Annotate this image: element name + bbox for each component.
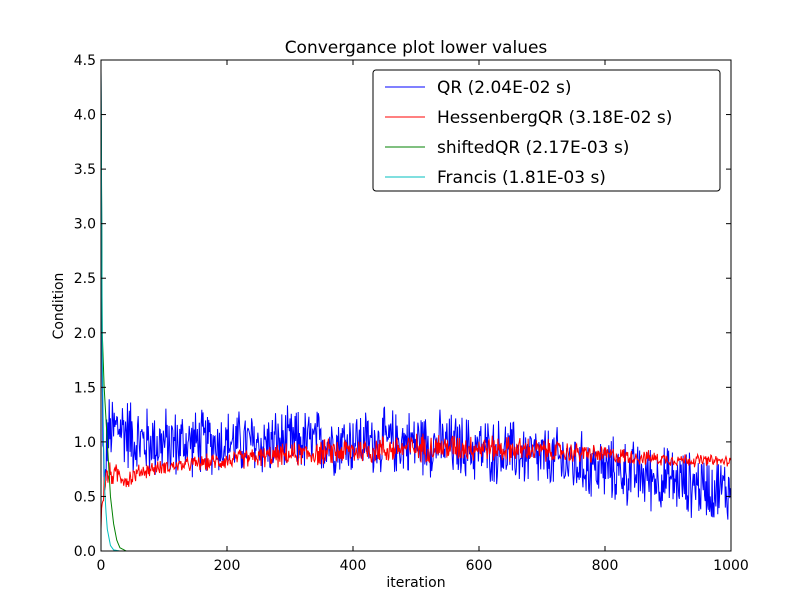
series-layer: [101, 70, 731, 551]
legend-label: QR (2.04E-02 s): [437, 78, 571, 98]
y-tick-label: 4.5: [74, 53, 96, 69]
legend-label: Francis (1.81E-03 s): [437, 168, 606, 188]
x-tick-label: 600: [466, 558, 493, 574]
legend: QR (2.04E-02 s) HessenbergQR (3.18E-02 s)…: [372, 69, 721, 192]
y-tick-label: 4.0: [74, 108, 96, 124]
legend-label: HessenbergQR (3.18E-02 s): [437, 108, 672, 128]
y-tick-label: 1.0: [74, 435, 96, 451]
y-axis: 0.0 0.5 1.0 1.5 2.0 2.5 3.0 3.5 4.0 4.5: [74, 53, 731, 560]
y-tick-label: 0.5: [74, 489, 96, 505]
x-tick-label: 0: [97, 558, 106, 574]
x-axis: 0 200 400 600 800 1000: [97, 60, 749, 574]
legend-box: [372, 69, 721, 192]
y-tick-label: 0.0: [74, 544, 96, 560]
x-tick-label: 1000: [713, 558, 749, 574]
plot-frame: [100, 59, 732, 552]
legend-label: shiftedQR (2.17E-03 s): [437, 138, 629, 158]
y-tick-label: 2.5: [74, 271, 96, 287]
x-tick-label: 400: [340, 558, 367, 574]
series-line-1: [101, 433, 731, 530]
x-tick-label: 200: [214, 558, 241, 574]
y-tick-label: 3.5: [74, 162, 96, 178]
y-tick-label: 2.0: [74, 326, 96, 342]
y-tick-label: 3.0: [74, 217, 96, 233]
x-axis-label: iteration: [386, 575, 445, 591]
y-tick-label: 1.5: [74, 380, 96, 396]
chart-title: Convergance plot lower values: [285, 38, 548, 58]
y-axis-label: Condition: [51, 273, 67, 340]
x-tick-label: 800: [592, 558, 619, 574]
